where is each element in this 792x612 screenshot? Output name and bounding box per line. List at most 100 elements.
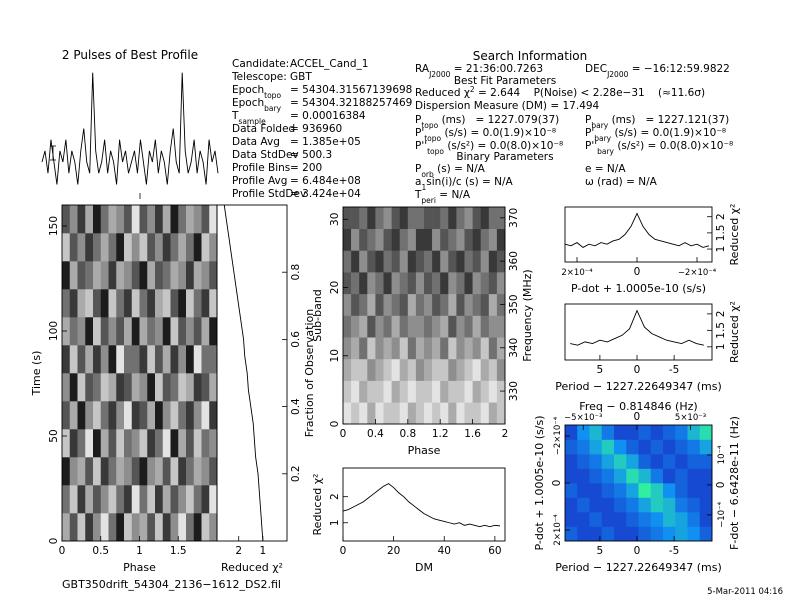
- heatmap-cell: [464, 250, 473, 273]
- heatmap-cell: [440, 402, 449, 425]
- info-label: P: [415, 114, 421, 126]
- heatmap-cell: [565, 425, 578, 440]
- heatmap-cell: [170, 429, 179, 458]
- heatmap-cell: [440, 207, 449, 229]
- heatmap-cell: [638, 512, 652, 527]
- heatmap-cell: [147, 485, 156, 514]
- heatmap-cell: [77, 233, 86, 262]
- info-value: (s/s²) = 0.0(8.0)×10⁻⁸: [444, 140, 563, 152]
- info-line: P'bary (s/s) = 0.0(1.9)×10⁻⁸: [585, 127, 726, 143]
- heatmap-cell: [186, 261, 195, 290]
- heatmap-cell: [565, 526, 578, 542]
- heatmap-cell: [201, 429, 210, 458]
- x-axis-label: Period − 1227.22649347 (ms): [555, 561, 722, 574]
- heatmap-cell: [209, 233, 218, 262]
- heatmap-cell: [131, 513, 140, 542]
- x-tick-label: 0: [59, 545, 66, 557]
- heatmap-cell: [440, 380, 449, 403]
- heatmap-cell: [193, 289, 202, 318]
- heatmap-cell: [375, 358, 384, 381]
- plot-frame: [564, 303, 713, 361]
- y2-tick-label: 0.4: [290, 398, 302, 415]
- heatmap-cell: [448, 380, 457, 403]
- heatmap-cell: [456, 380, 465, 403]
- x-tick-label: 0: [634, 266, 641, 278]
- heatmap-cell: [496, 337, 506, 360]
- heatmap-cell: [162, 233, 171, 262]
- info-value: (s/s²) = 0.0(8.0)×10⁻⁸: [614, 140, 733, 152]
- heatmap-cell: [601, 439, 615, 455]
- heatmap-cell: [448, 272, 457, 295]
- data-line: [41, 72, 219, 185]
- info-line: Profile Avg: [232, 175, 287, 187]
- heatmap-cell: [139, 457, 148, 486]
- x-tick-label: 0.5: [92, 545, 109, 557]
- heatmap-cell: [100, 261, 109, 290]
- heatmap-cell: [85, 513, 94, 542]
- info-line: Profile StdDev: [232, 188, 306, 200]
- heatmap-cell: [399, 337, 409, 360]
- info-label: Candidate:: [232, 58, 289, 70]
- heatmap-cell: [650, 425, 664, 440]
- heatmap-cell: [209, 261, 218, 290]
- heatmap-cell: [391, 228, 400, 251]
- heatmap-cell: [193, 345, 202, 374]
- info-sub: orb: [421, 170, 434, 179]
- info-line: Candidate:: [232, 58, 289, 70]
- info-value: (s/s) = 0.0(1.9)×10⁻⁸: [611, 127, 726, 139]
- heatmap-cell: [162, 401, 171, 430]
- heatmap-cell: [614, 483, 627, 498]
- heatmap-cell: [456, 402, 465, 425]
- heatmap-cell: [496, 380, 506, 403]
- heatmap-cell: [93, 317, 102, 346]
- heatmap-cell: [480, 207, 490, 229]
- x-axis-label: P-dot + 1.0005e-10 (s/s): [571, 282, 706, 295]
- heatmap-cell: [650, 454, 664, 469]
- heatmap-cell: [650, 512, 664, 527]
- heatmap-cell: [650, 526, 664, 542]
- heatmap-cell: [116, 457, 125, 486]
- heatmap-cell: [131, 289, 140, 318]
- heatmap-cell: [565, 468, 578, 484]
- heatmap-cell: [415, 250, 425, 273]
- heatmap-cell: [116, 317, 125, 346]
- heatmap-cell: [93, 261, 102, 290]
- x-tick-label: 2×10⁻⁴: [561, 268, 593, 278]
- heatmap-cell: [178, 289, 187, 318]
- heatmap-cell: [407, 207, 417, 229]
- heatmap-cell: [440, 228, 449, 251]
- heatmap-cell: [440, 337, 449, 360]
- heatmap-cell: [62, 429, 71, 458]
- heatmap-cell: [456, 293, 465, 316]
- heatmap-cell: [186, 373, 195, 402]
- info-label: Data Avg: [232, 136, 280, 148]
- y-tick-label: 0: [551, 480, 563, 487]
- heatmap-cell: [565, 483, 578, 498]
- heatmap-cell: [407, 315, 417, 338]
- x-axis-label: DM: [415, 561, 433, 574]
- heatmap-cell: [565, 454, 578, 469]
- heatmap-cell: [193, 317, 202, 346]
- heatmap-cell: [407, 402, 417, 425]
- heatmap-cell: [375, 228, 384, 251]
- heatmap-cell: [432, 402, 441, 425]
- heatmap-cell: [424, 250, 433, 273]
- info-label: Profile Bins: [232, 162, 290, 174]
- heatmap-cell: [85, 317, 94, 346]
- heatmap-cell: [155, 513, 164, 542]
- heatmap-cell: [577, 454, 590, 469]
- info-value: (ms) = 1227.079(37): [438, 114, 559, 126]
- heatmap-cell: [69, 513, 78, 542]
- heatmap-cell: [424, 402, 433, 425]
- y-axis-label: Reduced χ²: [311, 474, 324, 536]
- heatmap-cell: [201, 457, 210, 486]
- y2-tick-label: 1.5: [715, 225, 727, 242]
- heatmap-cell: [155, 233, 164, 262]
- heatmap-cell: [456, 207, 465, 229]
- heatmap-cell: [155, 261, 164, 290]
- x2-tick-label: 5×10⁻³: [675, 413, 706, 423]
- heatmap-cell: [424, 272, 433, 295]
- heatmap-cell: [139, 485, 148, 514]
- heatmap-cell: [367, 358, 376, 381]
- heatmap-cell: [93, 401, 102, 430]
